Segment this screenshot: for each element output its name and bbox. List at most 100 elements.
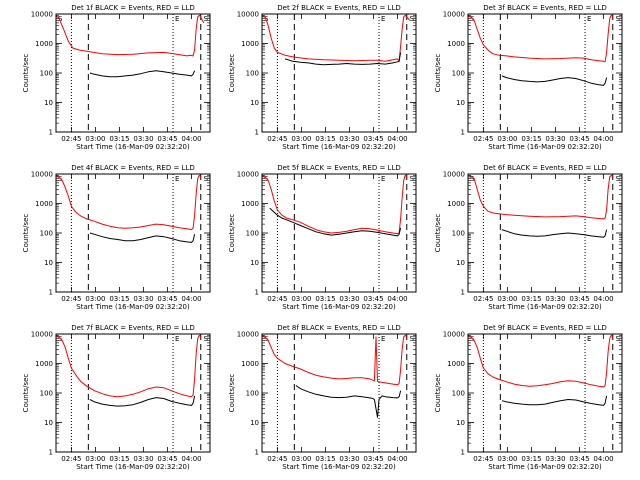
plot-frame bbox=[55, 333, 211, 453]
y-tick-label: 1000 bbox=[35, 40, 53, 48]
corner-label-end: E bbox=[587, 175, 591, 183]
corner-label-start-right: S bbox=[204, 15, 209, 23]
y-tick-label: 100 bbox=[246, 390, 259, 398]
y-axis-label: Counts/sec bbox=[434, 214, 442, 253]
y-tick-label: 1000 bbox=[35, 200, 53, 208]
y-tick-label: 10 bbox=[250, 259, 259, 267]
x-axis-label: Start Time (16-Mar-09 02:32:20) bbox=[76, 463, 190, 471]
series-line-events bbox=[89, 395, 196, 407]
chart-panel-9: Det 9f BLACK = Events, RED = LLD Counts/s… bbox=[434, 324, 623, 471]
series-line-events bbox=[501, 395, 608, 406]
series-line-events bbox=[89, 232, 196, 243]
corner-label-start-right: S bbox=[204, 175, 209, 183]
series-line-events bbox=[295, 385, 402, 418]
x-tick-label: 04:00 bbox=[593, 455, 613, 463]
chart-title: Det 9f BLACK = Events, RED = LLD bbox=[483, 324, 606, 332]
chart-title: Det 3f BLACK = Events, RED = LLD bbox=[483, 4, 606, 12]
series-line-events bbox=[501, 75, 608, 86]
y-axis-label: Counts/sec bbox=[228, 214, 236, 253]
series-line-lld bbox=[467, 174, 614, 220]
y-tick-label: 1 bbox=[255, 129, 259, 137]
x-tick-label: 03:00 bbox=[497, 455, 517, 463]
x-tick-label: 03:15 bbox=[315, 295, 335, 303]
series-line-lld bbox=[261, 174, 408, 235]
series-line-lld bbox=[55, 174, 202, 231]
x-tick-label: 03:00 bbox=[85, 455, 105, 463]
y-tick-label: 100 bbox=[40, 390, 53, 398]
corner-label-start-right: S bbox=[204, 335, 209, 343]
y-tick-label: 10000 bbox=[31, 171, 53, 179]
chart-panel-6: Det 6f BLACK = Events, RED = LLD Counts/s… bbox=[434, 164, 623, 311]
x-tick-label: 03:00 bbox=[291, 295, 311, 303]
y-tick-label: 10000 bbox=[237, 171, 259, 179]
y-tick-label: 100 bbox=[452, 70, 465, 78]
y-axis-label: Counts/sec bbox=[22, 214, 30, 253]
x-tick-label: 03:15 bbox=[109, 295, 129, 303]
y-axis-label: Counts/sec bbox=[22, 54, 30, 93]
x-tick-label: 03:30 bbox=[545, 135, 565, 143]
x-tick-label: 04:00 bbox=[593, 295, 613, 303]
corner-label-end: E bbox=[175, 15, 179, 23]
y-tick-label: 10 bbox=[456, 419, 465, 427]
plot-frame bbox=[55, 13, 211, 133]
chart-panel-2: Det 2f BLACK = Events, RED = LLD Counts/s… bbox=[228, 4, 417, 151]
y-axis-label: Counts/sec bbox=[22, 374, 30, 413]
x-axis-label: Start Time (16-Mar-09 02:32:20) bbox=[282, 143, 396, 151]
chart-panel-7: Det 7f BLACK = Events, RED = LLD Counts/s… bbox=[22, 324, 211, 471]
plot-frame bbox=[55, 173, 211, 293]
x-tick-label: 03:15 bbox=[521, 295, 541, 303]
series-line-lld bbox=[261, 14, 411, 62]
x-tick-label: 02:45 bbox=[61, 135, 81, 143]
y-tick-label: 10000 bbox=[237, 11, 259, 19]
x-tick-label: 03:00 bbox=[291, 135, 311, 143]
corner-label-start-right: S bbox=[410, 15, 415, 23]
chart-title: Det 7f BLACK = Events, RED = LLD bbox=[71, 324, 194, 332]
corner-label-start-right: S bbox=[410, 175, 415, 183]
x-tick-label: 03:00 bbox=[85, 135, 105, 143]
y-tick-label: 10 bbox=[456, 99, 465, 107]
y-tick-label: 1 bbox=[255, 449, 259, 457]
x-tick-label: 03:30 bbox=[339, 455, 359, 463]
y-tick-label: 100 bbox=[40, 230, 53, 238]
corner-label-end: E bbox=[175, 335, 179, 343]
chart-title: Det 1f BLACK = Events, RED = LLD bbox=[71, 4, 194, 12]
x-axis-label: Start Time (16-Mar-09 02:32:20) bbox=[76, 303, 190, 311]
x-tick-label: 03:45 bbox=[157, 135, 177, 143]
x-tick-label: 03:30 bbox=[339, 295, 359, 303]
x-axis-label: Start Time (16-Mar-09 02:32:20) bbox=[488, 303, 602, 311]
x-tick-label: 04:00 bbox=[181, 455, 201, 463]
x-axis-label: Start Time (16-Mar-09 02:32:20) bbox=[488, 463, 602, 471]
plot-frame bbox=[467, 333, 623, 453]
x-tick-label: 03:30 bbox=[545, 455, 565, 463]
x-tick-label: 02:45 bbox=[267, 135, 287, 143]
series-line-lld bbox=[55, 14, 205, 57]
corner-label-end: E bbox=[587, 335, 591, 343]
x-tick-label: 03:15 bbox=[521, 455, 541, 463]
series-line-lld bbox=[467, 334, 614, 388]
corner-label-start-right: S bbox=[616, 335, 621, 343]
x-tick-label: 03:45 bbox=[157, 295, 177, 303]
x-tick-label: 03:00 bbox=[291, 455, 311, 463]
series-line-events bbox=[269, 207, 402, 237]
plot-frame bbox=[261, 173, 417, 293]
x-axis-label: Start Time (16-Mar-09 02:32:20) bbox=[282, 463, 396, 471]
y-tick-label: 10000 bbox=[443, 11, 465, 19]
corner-label-start: S bbox=[58, 15, 63, 23]
y-tick-label: 10 bbox=[250, 419, 259, 427]
x-tick-label: 04:00 bbox=[181, 135, 201, 143]
x-tick-label: 03:45 bbox=[363, 455, 383, 463]
x-tick-label: 02:45 bbox=[61, 455, 81, 463]
y-tick-label: 10000 bbox=[443, 171, 465, 179]
chart-panel-1: Det 1f BLACK = Events, RED = LLD Counts/s… bbox=[22, 4, 211, 151]
x-tick-label: 03:00 bbox=[497, 135, 517, 143]
y-axis-label: Counts/sec bbox=[434, 54, 442, 93]
series-line-lld bbox=[261, 334, 408, 386]
series-line-lld bbox=[55, 334, 202, 398]
y-tick-label: 1 bbox=[49, 289, 53, 297]
series-line-lld bbox=[467, 14, 614, 63]
x-tick-label: 02:45 bbox=[473, 455, 493, 463]
x-tick-label: 03:15 bbox=[315, 135, 335, 143]
y-tick-label: 1000 bbox=[241, 40, 259, 48]
x-tick-label: 04:00 bbox=[593, 135, 613, 143]
